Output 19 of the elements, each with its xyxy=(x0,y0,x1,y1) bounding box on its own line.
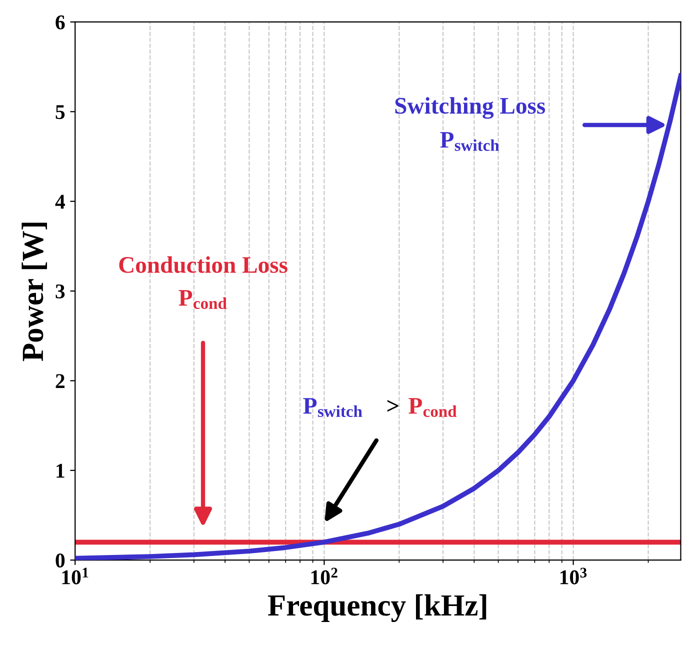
y-tick-label: 4 xyxy=(55,194,65,209)
annotation: P$_{switch}$ xyxy=(303,398,362,418)
x-tick-label: 10$^{2}$ xyxy=(311,568,338,584)
annotation: P$_{cond}$ xyxy=(178,290,227,309)
y-tick-label: 1 xyxy=(56,464,64,478)
y-tick-label: 0 xyxy=(56,553,65,568)
annotation: P$_{switch}$ xyxy=(440,132,500,151)
annotation: P$_{cond}$ xyxy=(408,398,457,418)
annotation: > xyxy=(387,400,398,412)
annotation: Conduction Loss xyxy=(119,256,288,273)
x-axis-title: Frequency [kHz] xyxy=(268,594,486,622)
y-tick-label: 2 xyxy=(56,374,64,388)
y-tick-label: 6 xyxy=(56,15,65,30)
y-axis-title: Power [W] xyxy=(22,222,47,362)
x-tick-label: 10$^{3}$ xyxy=(560,568,587,584)
y-tick-label: 5 xyxy=(56,105,65,120)
annotation: Switching Loss xyxy=(395,97,546,119)
x-tick-label: 10$^{1}$ xyxy=(62,568,88,584)
y-tick-label: 3 xyxy=(56,284,65,298)
